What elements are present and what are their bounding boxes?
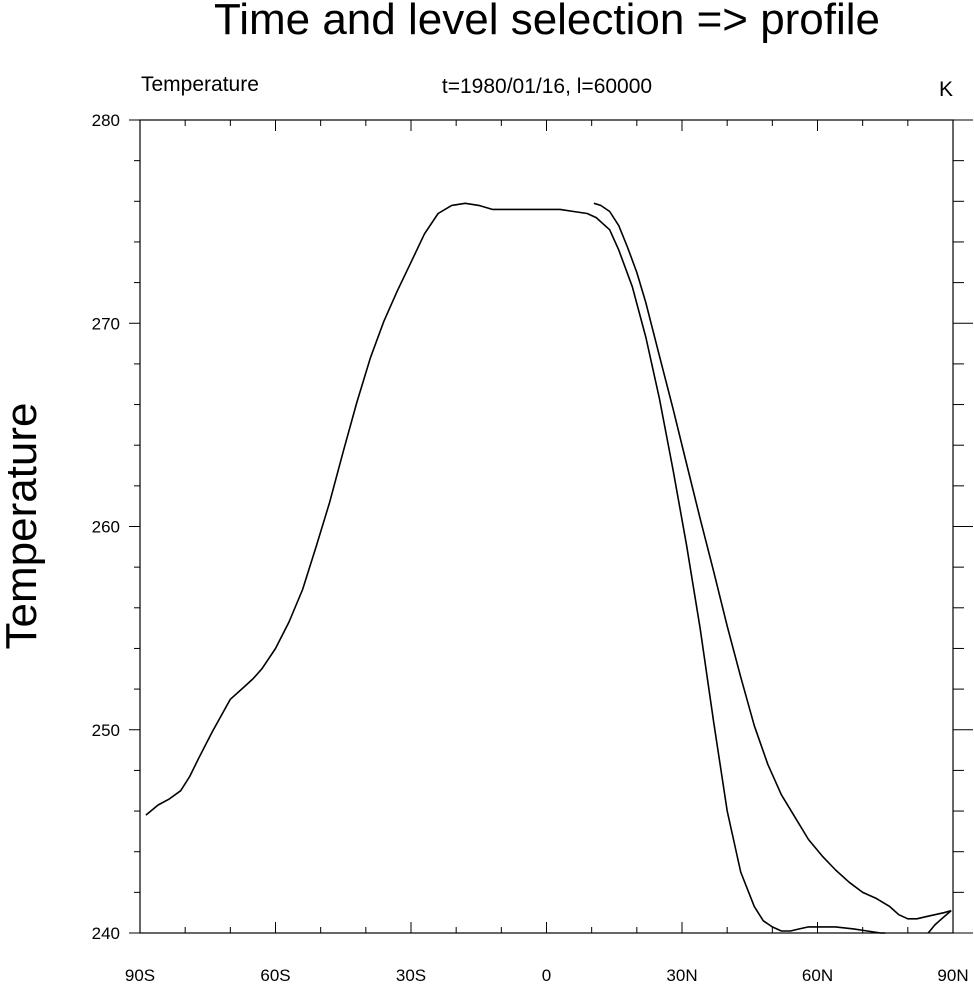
y-tick-label: 280 (92, 111, 120, 130)
y-tick-label: 270 (92, 314, 120, 333)
series-line-3 (927, 909, 952, 934)
y-tick-label: 260 (92, 518, 120, 537)
x-tick-label: 90N (937, 966, 968, 984)
x-tick-label: 60N (802, 966, 833, 984)
x-tick-label: 90S (125, 966, 155, 984)
y-axis-label: Temperature (0, 402, 46, 649)
x-tick-labels: 90S 60S 30S 0 30N 60N 90N (125, 966, 969, 984)
y-tick-label: 250 (92, 721, 120, 740)
right-string: K (939, 78, 953, 101)
plot-frame (139, 119, 954, 934)
y-tick-labels: 240 250 260 270 280 (92, 111, 120, 943)
series-lines (145, 202, 952, 934)
x-tick-label: 0 (542, 966, 551, 984)
axis-ticks (129, 119, 973, 934)
series-line-1 (145, 202, 886, 934)
y-tick-label: 240 (92, 924, 120, 943)
series-line-2 (593, 202, 952, 920)
chart-title: Time and level selection => profile (214, 0, 880, 44)
x-tick-label: 60S (260, 966, 290, 984)
x-tick-label: 30N (666, 966, 697, 984)
x-tick-label: 30S (396, 966, 426, 984)
left-string: Temperature (141, 73, 259, 96)
center-string: t=1980/01/16, l=60000 (442, 75, 652, 98)
